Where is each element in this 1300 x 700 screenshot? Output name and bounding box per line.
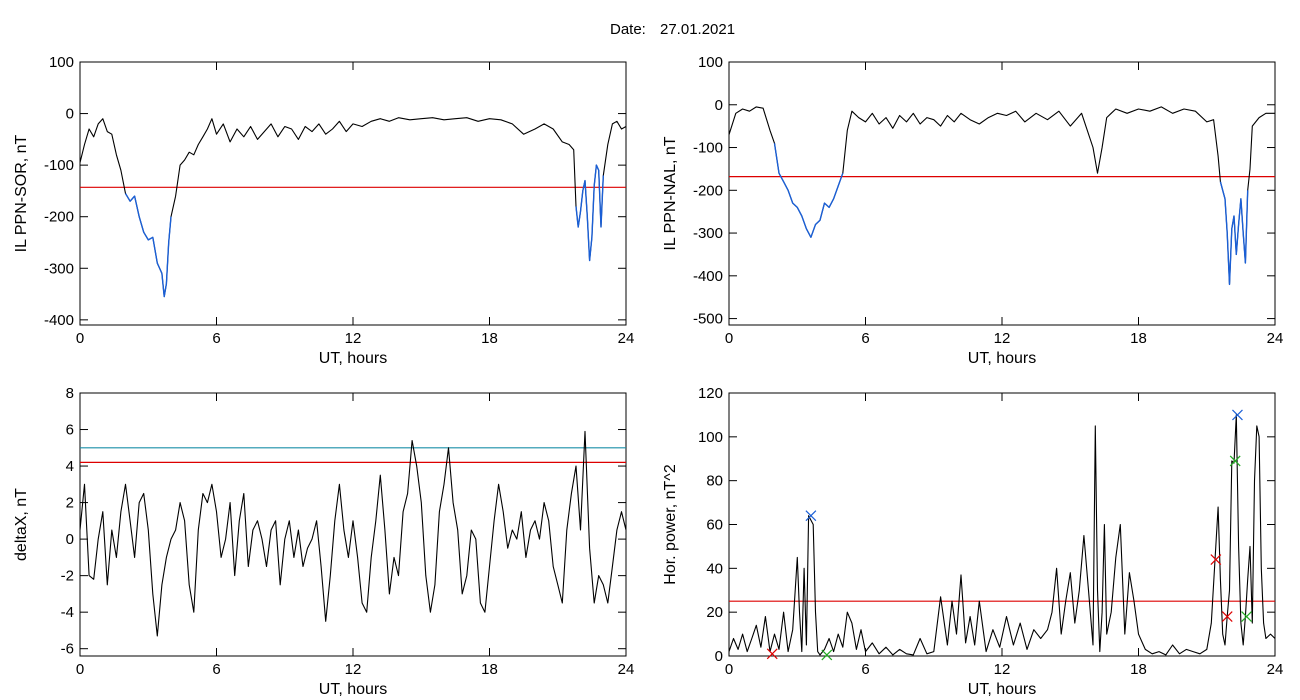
x-tick-label: 0	[76, 661, 84, 678]
highlight-segment	[124, 193, 172, 298]
y-tick-label: 4	[66, 458, 74, 475]
x-tick-label: 12	[994, 661, 1011, 678]
highlight-segment	[1219, 181, 1249, 286]
y-axis-label: IL PPN-NAL, nT	[662, 136, 679, 250]
y-tick-label: 100	[698, 429, 723, 446]
x-tick-label: 24	[1267, 661, 1284, 678]
y-tick-label: -6	[61, 641, 74, 658]
peak-marker	[805, 510, 817, 522]
y-tick-label: -400	[44, 312, 74, 329]
y-tick-label: -2	[61, 568, 74, 585]
x-tick-label: 24	[618, 661, 635, 678]
y-tick-label: 20	[706, 604, 723, 621]
x-tick-label: 6	[861, 661, 869, 678]
date-label: Date:	[610, 21, 646, 38]
series-line	[80, 430, 626, 637]
y-tick-label: 0	[66, 106, 74, 123]
panel-ppn-nal: -500 -400 -300 -200 -100 0 100 0 6 12 18 24 UT, hour…	[662, 54, 1283, 367]
y-tick-label: 0	[715, 97, 723, 114]
peak-marker	[821, 649, 833, 661]
panel-hor-power: 0 20 40 60 80 100 120 0 6 12 18 24 UT, hours Hor. pow…	[662, 385, 1283, 698]
y-tick-label: -4	[61, 604, 74, 621]
x-tick-label: 18	[1130, 661, 1147, 678]
x-axis-label: UT, hours	[319, 350, 387, 367]
y-tick-label: -500	[693, 311, 723, 328]
x-axis-label: UT, hours	[319, 681, 387, 698]
peak-marker	[766, 648, 778, 660]
y-tick-label: 120	[698, 385, 723, 402]
x-tick-label: 12	[994, 330, 1011, 347]
series-line	[729, 106, 1275, 285]
y-tick-label: 100	[698, 54, 723, 71]
x-tick-label: 12	[345, 661, 362, 678]
plot-frame	[728, 392, 1276, 657]
x-axis-label: UT, hours	[968, 350, 1036, 367]
x-tick-label: 18	[1130, 330, 1147, 347]
x-tick-label: 0	[725, 661, 733, 678]
y-axis-label: IL PPN-SOR, nT	[13, 134, 30, 252]
y-tick-label: 2	[66, 495, 74, 512]
x-tick-label: 12	[345, 330, 362, 347]
highlight-segment	[773, 143, 844, 239]
plot-frame	[79, 61, 627, 326]
plot-frame	[728, 61, 1276, 326]
y-tick-label: 60	[706, 517, 723, 534]
peak-marker	[1229, 455, 1241, 467]
y-tick-label: -300	[44, 260, 74, 277]
x-tick-label: 6	[212, 661, 220, 678]
date-value: 27.01.2021	[660, 21, 735, 38]
x-tick-label: 24	[618, 330, 635, 347]
y-tick-label: 8	[66, 385, 74, 402]
peak-marker	[1241, 611, 1252, 622]
x-tick-label: 18	[481, 661, 498, 678]
highlight-segment	[575, 164, 604, 262]
x-axis-label: UT, hours	[968, 681, 1036, 698]
y-tick-label: -100	[44, 157, 74, 174]
x-tick-label: 24	[1267, 330, 1284, 347]
x-tick-label: 0	[725, 330, 733, 347]
y-tick-label: 100	[49, 54, 74, 71]
y-tick-label: -200	[693, 182, 723, 199]
x-tick-label: 6	[861, 330, 869, 347]
peak-marker	[1221, 611, 1233, 622]
y-tick-label: 40	[706, 560, 723, 577]
y-tick-label: -400	[693, 268, 723, 285]
x-tick-label: 18	[481, 330, 498, 347]
x-tick-label: 0	[76, 330, 84, 347]
y-tick-label: 0	[715, 648, 723, 665]
peak-marker	[1232, 409, 1243, 421]
peak-marker	[1210, 554, 1222, 565]
series-line	[80, 117, 626, 298]
y-axis-label: Hor. power, nT^2	[662, 464, 679, 585]
y-axis-label: deltaX, nT	[13, 488, 30, 561]
series-line	[729, 414, 1275, 656]
y-tick-label: 6	[66, 422, 74, 439]
y-tick-label: -300	[693, 225, 723, 242]
y-tick-label: 80	[706, 473, 723, 490]
x-tick-label: 6	[212, 330, 220, 347]
y-tick-label: 0	[66, 531, 74, 548]
panel-ppn-sor: -400 -300 -200 -100 0 100 0 6 12 18 24 UT, hours IL …	[13, 54, 634, 367]
y-tick-label: -200	[44, 209, 74, 226]
y-tick-label: -100	[693, 140, 723, 157]
